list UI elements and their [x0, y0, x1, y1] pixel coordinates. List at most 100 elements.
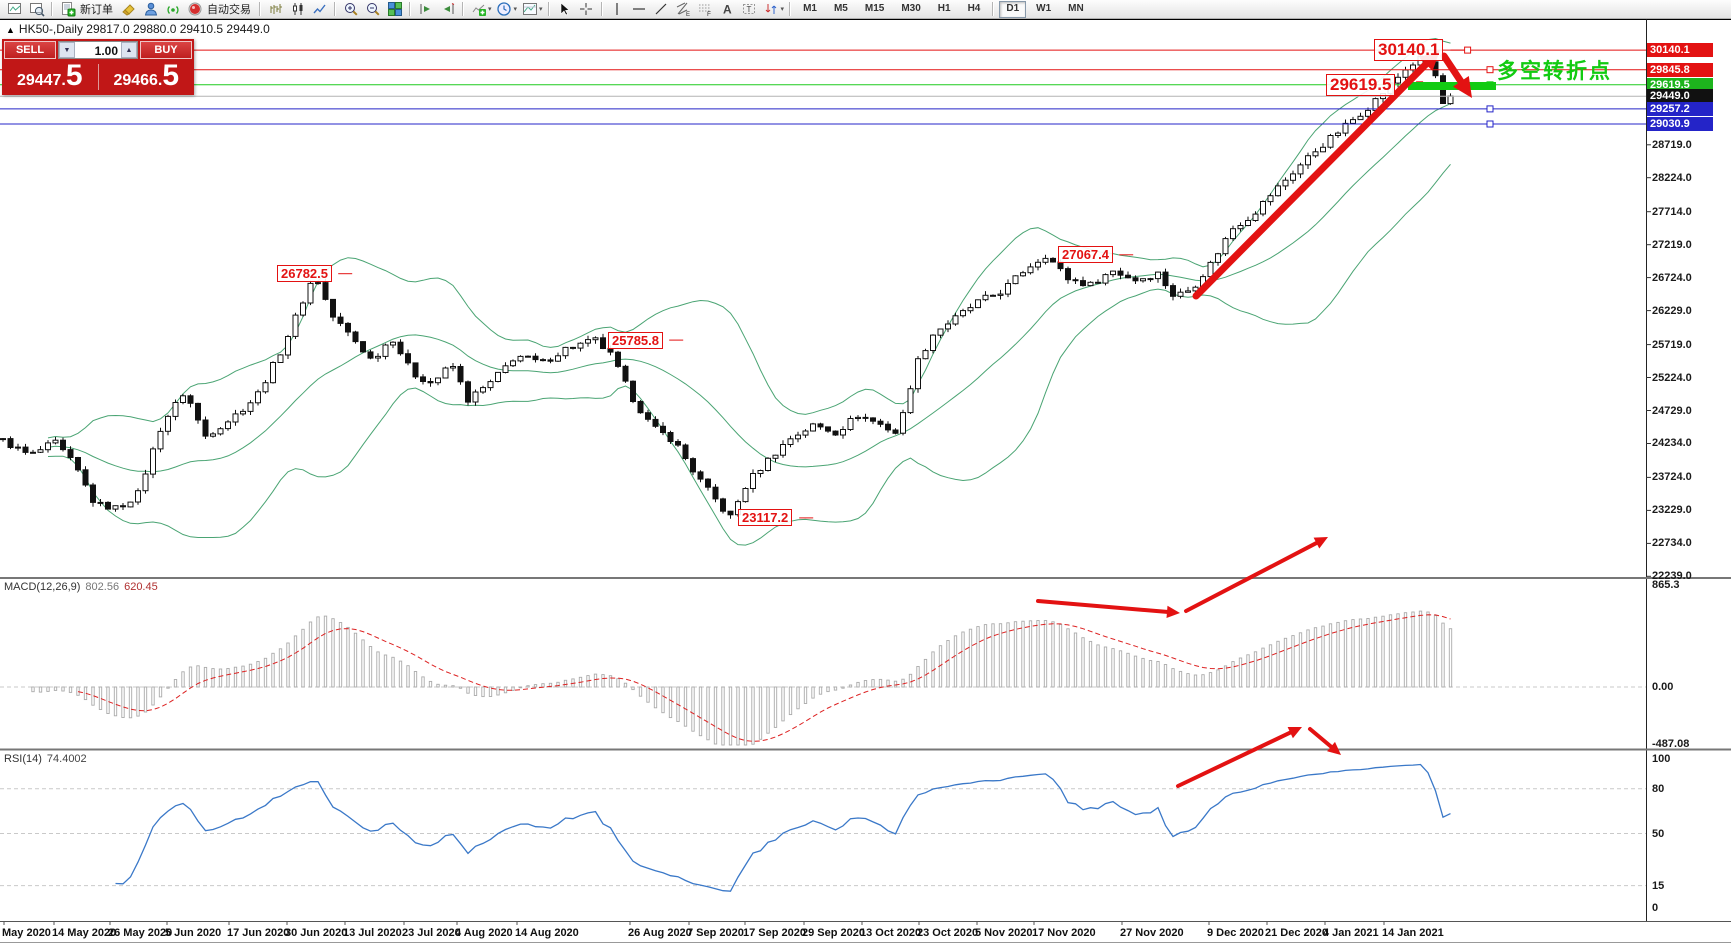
timeframe-h4[interactable]: H4 [967, 2, 981, 14]
turning-point-bar[interactable] [1408, 82, 1496, 90]
date-axis-label: 13 Oct 2020 [860, 927, 922, 939]
equidistant-channel-icon[interactable]: E [673, 1, 694, 18]
buy-price-big-digit: 5 [162, 59, 180, 92]
fibonacci-lines-icon[interactable]: F [695, 1, 716, 18]
timeframe-m5[interactable]: M5 [833, 2, 848, 14]
swing-price-label[interactable]: 27067.4 [1058, 246, 1113, 264]
indicator-add-dropdown-arrow[interactable]: ▾ [488, 6, 492, 13]
crosshair-icon[interactable] [576, 1, 597, 18]
date-axis-label: 27 Nov 2020 [1120, 927, 1184, 939]
toolbar-separator [51, 2, 53, 16]
swing-price-label[interactable]: 26782.5 [277, 265, 332, 283]
text-label-icon[interactable]: T [739, 1, 760, 18]
candlestick-chart-icon[interactable] [287, 1, 308, 18]
volume-value[interactable]: 1.00 [94, 44, 118, 58]
level-lines[interactable] [0, 46, 1646, 519]
price-badge: 29845.8 [1647, 62, 1713, 77]
text-icon[interactable]: A [717, 1, 738, 18]
volume-stepper[interactable]: ▼ 1.00 ▲ [58, 41, 138, 59]
price-badge: 29030.9 [1647, 117, 1713, 131]
swing-price-label[interactable]: 29619.5 [1326, 73, 1396, 96]
toolbar-separator [600, 2, 603, 16]
arrows-dropdown-arrow[interactable]: ▾ [780, 6, 785, 13]
timeframe-m30[interactable]: M30 [901, 2, 921, 14]
date-axis-label: 23 Jul 2020 [402, 927, 461, 939]
auto-trading-icon[interactable] [184, 1, 205, 18]
chart-title-text: HK50-,Daily 29817.0 29880.0 29410.5 2944… [18, 22, 270, 36]
cursor-icon[interactable] [554, 1, 575, 18]
indicator-add-icon[interactable] [468, 1, 489, 18]
price-badge: 29619.5 [1647, 77, 1713, 92]
svg-text:F: F [707, 11, 711, 17]
date-axis-label: 13 Jul 2020 [343, 927, 402, 939]
auto-scroll-icon[interactable] [415, 1, 436, 18]
arrows-icon[interactable] [761, 1, 782, 18]
user-icon[interactable] [140, 1, 161, 18]
buy-button[interactable]: BUY [140, 41, 192, 59]
price-axis-tick: 25224.0 [1652, 371, 1692, 384]
price-axis-tick: 27714.0 [1652, 205, 1692, 218]
rsi-axis-tick: 100 [1652, 753, 1671, 765]
rsi-name: RSI(14) [4, 753, 42, 765]
sell-price: 29447. 5 [2, 61, 98, 93]
volume-decrease-button[interactable]: ▼ [59, 42, 75, 58]
line-chart-icon[interactable] [309, 1, 330, 18]
date-axis-label: 29 Sep 2020 [802, 927, 865, 939]
data-preview-icon[interactable] [26, 1, 47, 18]
swing-price-label[interactable]: 23117.2 [738, 509, 793, 527]
period-clock-dropdown-arrow[interactable]: ▾ [513, 6, 518, 13]
svg-text:A: A [723, 3, 732, 17]
zoom-in-icon[interactable] [340, 1, 361, 18]
auto-trading-label[interactable]: 自动交易 [207, 4, 251, 16]
timeframe-w1[interactable]: W1 [1036, 2, 1052, 14]
price-axis-tick: 25719.0 [1652, 338, 1692, 351]
rsi-axis-tick: 15 [1652, 879, 1665, 892]
date-axis-label: 17 Jun 2020 [227, 927, 290, 939]
price-axis-tick: 23229.0 [1652, 504, 1692, 517]
price-axis-tick: 26724.0 [1652, 271, 1692, 284]
rsi-value: 74.4002 [46, 753, 87, 765]
zoom-out-icon[interactable] [362, 1, 383, 18]
rsi-panel-label: RSI(14) 74.4002 [4, 753, 87, 765]
chart-shift-icon[interactable] [437, 1, 458, 18]
bars-chart-icon[interactable] [265, 1, 286, 18]
date-axis-label: 5 Jun 2020 [165, 927, 222, 939]
toolbar-separator [547, 2, 550, 16]
tile-windows-icon[interactable] [384, 1, 405, 18]
macd-axis-tick: -487.08 [1652, 738, 1690, 750]
template-icon[interactable] [519, 1, 540, 18]
candlesticks[interactable] [0, 52, 1454, 519]
timeframe-m1[interactable]: M1 [803, 2, 817, 14]
volume-increase-button[interactable]: ▲ [121, 42, 137, 58]
horizontal-line-icon[interactable] [629, 1, 650, 18]
trend-arrows-group[interactable] [1036, 50, 1472, 788]
new-order-label[interactable]: 新订单 [80, 4, 113, 16]
swing-price-label[interactable]: 25785.8 [608, 331, 663, 349]
buy-price: 29466. 5 [99, 59, 195, 93]
timeframe-d1[interactable]: D1 [999, 0, 1027, 18]
timeframe-h1[interactable]: H1 [937, 2, 951, 14]
timeframe-mn[interactable]: MN [1068, 2, 1084, 14]
eraser-icon[interactable] [118, 1, 139, 18]
template-dropdown-arrow[interactable]: ▾ [539, 6, 543, 13]
svg-text:E: E [686, 12, 690, 17]
date-axis-label: 14 Aug 2020 [515, 927, 579, 939]
date-axis-label: 23 Oct 2020 [917, 927, 979, 939]
price-axis-tick: 24729.0 [1652, 404, 1692, 417]
new-order-icon[interactable] [57, 1, 78, 18]
turning-point-annotation[interactable]: 多空转折点 [1497, 60, 1612, 83]
price-axis-tick: 22734.0 [1652, 537, 1692, 550]
period-clock-icon[interactable] [494, 1, 515, 18]
price-axis-tick: 28719.0 [1652, 138, 1692, 151]
buy-price-main: 29466. [113, 72, 163, 89]
swing-price-label[interactable]: 30140.1 [1374, 39, 1444, 62]
trend-line-icon[interactable] [651, 1, 672, 18]
vertical-line-icon[interactable] [607, 1, 628, 18]
chart-window-icon[interactable] [4, 1, 25, 18]
sell-button[interactable]: SELL [4, 41, 56, 59]
rsi-axis-tick: 80 [1652, 782, 1665, 795]
chart-marker-icon: ▲ [6, 25, 15, 35]
signal-icon[interactable] [162, 1, 183, 18]
timeframe-m15[interactable]: M15 [864, 2, 885, 14]
